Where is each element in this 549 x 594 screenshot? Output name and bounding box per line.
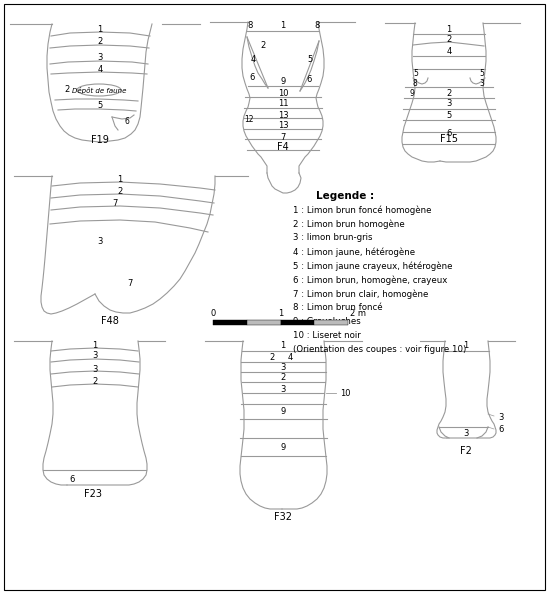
Text: 2: 2 [270,352,274,362]
Text: 5 : Limon jaune crayeux, hétérogène: 5 : Limon jaune crayeux, hétérogène [293,261,452,271]
Text: 6: 6 [446,129,452,138]
Text: 6: 6 [69,475,75,484]
Text: 9: 9 [281,443,285,451]
Text: 2: 2 [64,86,70,94]
Text: 6 : Limon brun, homogène, crayeux: 6 : Limon brun, homogène, crayeux [293,275,447,285]
Text: 4: 4 [287,352,293,362]
Text: 10: 10 [278,89,288,97]
Text: 2: 2 [281,372,285,381]
Text: 10 : Liseret noir: 10 : Liseret noir [293,331,361,340]
Text: 6: 6 [498,425,503,434]
Text: 1: 1 [463,342,469,350]
Text: 5: 5 [480,69,484,78]
Text: F4: F4 [277,142,289,152]
Text: 13: 13 [278,110,288,119]
Text: 3: 3 [446,100,452,109]
Bar [213,320,247,324]
Bar [247,320,281,324]
Text: F23: F23 [84,489,102,499]
Text: 1 : Limon brun foncé homogène: 1 : Limon brun foncé homogène [293,206,432,215]
Text: 9: 9 [281,407,285,416]
Text: 2: 2 [97,37,103,46]
Text: F15: F15 [440,134,458,144]
Text: 3: 3 [498,412,503,422]
Text: 5: 5 [413,69,418,78]
Text: 3: 3 [97,236,103,245]
Text: 3: 3 [92,365,98,374]
Text: 13: 13 [278,122,288,131]
Text: 4: 4 [97,65,103,74]
Text: 2 m: 2 m [350,309,366,318]
Text: 4: 4 [446,46,452,55]
Text: (Orientation des coupes : voir figure 10): (Orientation des coupes : voir figure 10… [293,346,466,355]
Text: 7: 7 [127,280,133,289]
Text: 2: 2 [446,89,452,97]
Text: 7 : Limon brun clair, homogène: 7 : Limon brun clair, homogène [293,289,428,299]
Text: 1: 1 [92,340,98,349]
Text: 1: 1 [97,24,103,33]
Text: F2: F2 [460,446,472,456]
Text: 8: 8 [247,21,253,30]
Text: 2: 2 [92,377,98,386]
Text: 8: 8 [315,21,320,30]
Text: 5: 5 [446,110,452,119]
Text: 3: 3 [92,352,98,361]
Text: 1: 1 [281,342,285,350]
Ellipse shape [77,84,121,96]
Text: 7: 7 [113,200,117,208]
Text: 2: 2 [117,188,122,197]
Text: 8 : Limon brun foncé: 8 : Limon brun foncé [293,304,383,312]
Text: 6: 6 [249,72,255,81]
Text: 9 : Graveluches: 9 : Graveluches [293,318,361,327]
Text: F19: F19 [91,135,109,145]
Text: 5: 5 [307,55,312,64]
Text: 9: 9 [281,77,285,86]
Text: 12: 12 [244,115,254,124]
Text: 7: 7 [281,132,285,141]
Text: 9: 9 [410,90,414,99]
Text: 11: 11 [278,100,288,109]
Bar [281,320,314,324]
Text: 2 : Limon brun homogène: 2 : Limon brun homogène [293,219,405,229]
Text: 6: 6 [125,118,130,127]
Text: 4 : Limon jaune, hétérogène: 4 : Limon jaune, hétérogène [293,247,415,257]
Text: 3 : limon brun-gris: 3 : limon brun-gris [293,233,373,242]
Text: 3: 3 [281,362,285,371]
Text: 8: 8 [413,80,417,89]
Text: 5: 5 [97,100,103,109]
Text: 1: 1 [281,21,285,30]
Text: 3: 3 [281,384,285,393]
Bar [314,320,348,324]
Text: 6: 6 [306,75,312,84]
Text: F32: F32 [274,512,292,522]
Text: 1: 1 [117,175,122,185]
Text: 4: 4 [250,55,256,64]
Text: 10: 10 [340,388,350,397]
Text: 3: 3 [480,80,484,89]
Text: 1: 1 [278,309,283,318]
Text: Legende :: Legende : [316,191,374,201]
Text: Dépôt de faune: Dépôt de faune [72,87,126,93]
Text: 3: 3 [97,53,103,62]
Text: F48: F48 [101,316,119,326]
Text: 3: 3 [463,429,469,438]
Text: 2: 2 [446,36,452,45]
Text: 2: 2 [260,42,266,50]
Text: 1: 1 [446,24,452,33]
Text: 0: 0 [210,309,216,318]
